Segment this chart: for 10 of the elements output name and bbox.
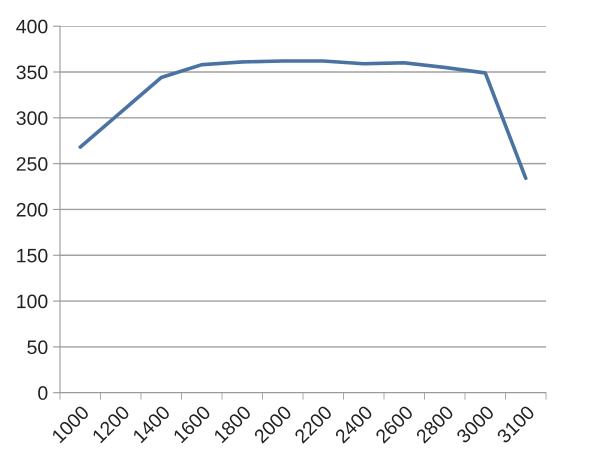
- y-tick-label: 300: [16, 111, 48, 126]
- y-tick-label: 0: [38, 386, 48, 400]
- line-series: [78, 59, 528, 180]
- y-tick-label: 50: [27, 340, 48, 354]
- y-tick-label: 400: [16, 20, 48, 34]
- y-tick-label: 100: [17, 294, 48, 308]
- y-tick-label: 250: [16, 157, 48, 171]
- y-tick-label: 150: [17, 248, 48, 262]
- y-tick-label: 350: [16, 65, 48, 80]
- y-tick-label: 200: [16, 202, 48, 217]
